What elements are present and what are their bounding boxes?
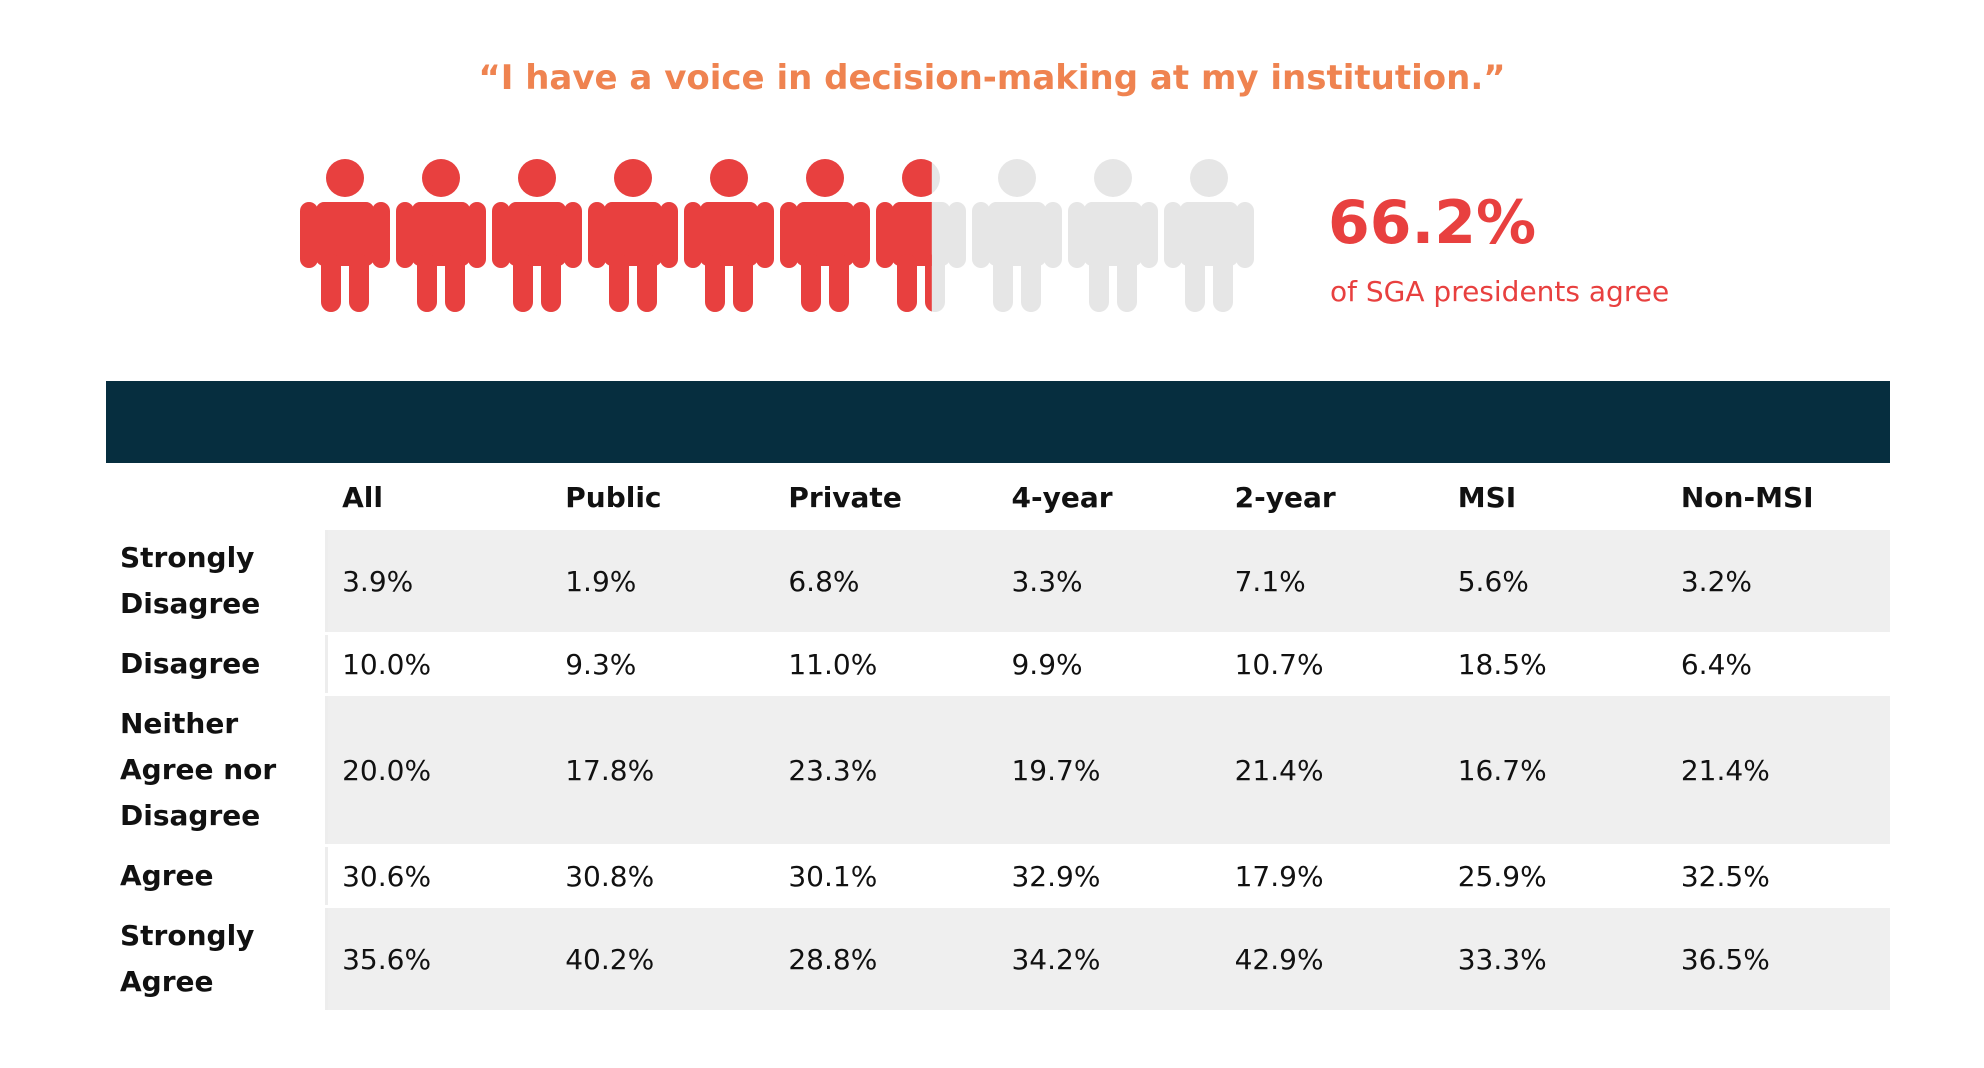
table-cell: 11.0% <box>774 635 998 693</box>
results-table: All Public Private 4-year 2-year MSI Non… <box>106 464 1890 1013</box>
table-cell: 9.9% <box>997 635 1221 693</box>
column-header: Public <box>551 467 775 527</box>
column-header: All <box>328 467 552 527</box>
table-cell: 1.9% <box>551 530 775 632</box>
agree-percentage: 66.2% <box>1328 188 1537 258</box>
table-cell: 6.4% <box>1666 635 1890 693</box>
table-cell: 10.0% <box>328 635 552 693</box>
table-cell: 36.5% <box>1666 908 1890 1010</box>
agree-caption: of SGA presidents agree <box>1330 275 1670 308</box>
column-header: 4-year <box>997 467 1221 527</box>
person-icon <box>300 159 390 312</box>
person-pictogram <box>300 159 1254 312</box>
table-cell: 23.3% <box>774 696 998 844</box>
person-icon <box>588 159 678 312</box>
table-cell: 3.9% <box>328 530 552 632</box>
person-icon <box>396 159 486 312</box>
table-cell: 20.0% <box>328 696 552 844</box>
table-cell: 30.1% <box>774 847 998 905</box>
table-cell: 17.9% <box>1220 847 1444 905</box>
row-label: Strongly Agree <box>106 908 329 1010</box>
table-cell: 42.9% <box>1220 908 1444 1010</box>
row-label: Strongly Disagree <box>106 530 329 632</box>
table-cell: 6.8% <box>774 530 998 632</box>
column-header: MSI <box>1443 467 1667 527</box>
table-row: Strongly Agree 35.6% 40.2% 28.8% 34.2% 4… <box>106 908 1890 1010</box>
table-row: Neither Agree nor Disagree 20.0% 17.8% 2… <box>106 696 1890 844</box>
table-cell: 21.4% <box>1666 696 1890 844</box>
chart-title: “I have a voice in decision-making at my… <box>478 58 1506 98</box>
table-cell: 28.8% <box>774 908 998 1010</box>
table-cell: 32.9% <box>997 847 1221 905</box>
row-label: Neither Agree nor Disagree <box>106 696 329 844</box>
table-cell: 33.3% <box>1443 908 1667 1010</box>
column-header: Non-MSI <box>1666 467 1890 527</box>
table-cell: 40.2% <box>551 908 775 1010</box>
column-header: 2-year <box>1220 467 1444 527</box>
results-table-container: All Public Private 4-year 2-year MSI Non… <box>106 381 1890 1013</box>
table-cell: 10.7% <box>1220 635 1444 693</box>
column-header: Private <box>774 467 998 527</box>
table-cell: 3.2% <box>1666 530 1890 632</box>
table-cell: 35.6% <box>328 908 552 1010</box>
table-cell: 30.8% <box>551 847 775 905</box>
table-cell: 30.6% <box>328 847 552 905</box>
person-icon <box>972 159 1062 312</box>
table-cell: 7.1% <box>1220 530 1444 632</box>
table-cell: 9.3% <box>551 635 775 693</box>
table-cell: 25.9% <box>1443 847 1667 905</box>
table-row: Strongly Disagree 3.9% 1.9% 6.8% 3.3% 7.… <box>106 530 1890 632</box>
table-cell: 17.8% <box>551 696 775 844</box>
table-cell: 3.3% <box>997 530 1221 632</box>
table-cell: 32.5% <box>1666 847 1890 905</box>
table-cell: 19.7% <box>997 696 1221 844</box>
person-icon <box>1164 159 1254 312</box>
column-header-row: All Public Private 4-year 2-year MSI Non… <box>106 467 1890 527</box>
table-cell: 5.6% <box>1443 530 1667 632</box>
table-cell: 18.5% <box>1443 635 1667 693</box>
table-row: Disagree 10.0% 9.3% 11.0% 9.9% 10.7% 18.… <box>106 635 1890 693</box>
table-header-bar <box>106 381 1890 463</box>
table-cell: 21.4% <box>1220 696 1444 844</box>
corner-cell <box>106 467 329 527</box>
row-label: Agree <box>106 847 329 905</box>
table-cell: 16.7% <box>1443 696 1667 844</box>
person-icon <box>492 159 582 312</box>
row-label: Disagree <box>106 635 329 693</box>
table-row: Agree 30.6% 30.8% 30.1% 32.9% 17.9% 25.9… <box>106 847 1890 905</box>
person-icon <box>876 159 932 312</box>
person-icon <box>684 159 774 312</box>
table-cell: 34.2% <box>997 908 1221 1010</box>
person-icon <box>1068 159 1158 312</box>
person-icon <box>780 159 870 312</box>
